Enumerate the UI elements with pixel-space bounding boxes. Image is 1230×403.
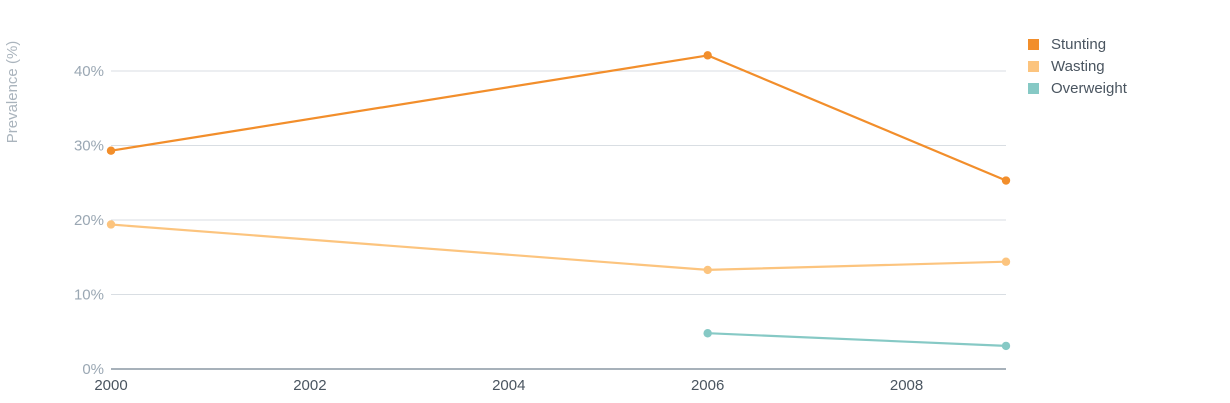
series-overweight	[703, 329, 1011, 351]
grid	[111, 70, 1006, 295]
series-line-wasting	[109, 223, 1008, 271]
legend-label: Overweight	[1051, 79, 1127, 97]
x-axis-ticks: 2000 2002 2004 2006 2008	[94, 377, 923, 394]
data-point-stunting[interactable]	[106, 146, 116, 155]
data-point-wasting[interactable]	[703, 265, 712, 275]
series-line-overweight	[706, 332, 1008, 347]
y-tick-label: 40%	[74, 63, 104, 80]
data-point-wasting[interactable]	[106, 220, 116, 229]
x-tick-label: 2004	[492, 377, 525, 394]
data-point-overweight[interactable]	[703, 329, 712, 338]
data-point-stunting[interactable]	[703, 51, 712, 60]
series-line-stunting	[109, 54, 1008, 182]
y-tick-label: 30%	[74, 138, 104, 155]
legend-item-wasting[interactable]: Wasting	[1028, 55, 1127, 77]
data-point-stunting[interactable]	[1001, 176, 1011, 185]
series-stunting	[106, 51, 1011, 185]
x-tick-label: 2008	[890, 377, 923, 394]
y-tick-label: 0%	[82, 361, 104, 378]
data-point-wasting[interactable]	[1001, 257, 1011, 266]
legend-item-overweight[interactable]: Overweight	[1028, 77, 1127, 99]
legend-item-stunting[interactable]: Stunting	[1028, 33, 1127, 55]
y-axis-title: Prevalence (%)	[4, 41, 21, 144]
y-axis-ticks: 0% 10% 20% 30% 40%	[74, 63, 104, 378]
legend-label: Wasting	[1051, 57, 1105, 75]
y-tick-label: 20%	[74, 212, 104, 229]
legend-swatch	[1028, 60, 1039, 72]
x-tick-label: 2000	[94, 377, 127, 394]
legend-swatch	[1028, 82, 1039, 94]
series	[106, 51, 1011, 351]
x-tick-label: 2002	[293, 377, 326, 394]
legend-label: Stunting	[1051, 35, 1107, 53]
legend-swatch	[1028, 38, 1039, 50]
x-tick-label: 2006	[691, 377, 724, 394]
y-tick-label: 10%	[74, 287, 104, 304]
legend: Stunting Wasting Overweight	[1028, 33, 1127, 99]
data-point-overweight[interactable]	[1001, 341, 1011, 351]
series-wasting	[106, 220, 1011, 275]
